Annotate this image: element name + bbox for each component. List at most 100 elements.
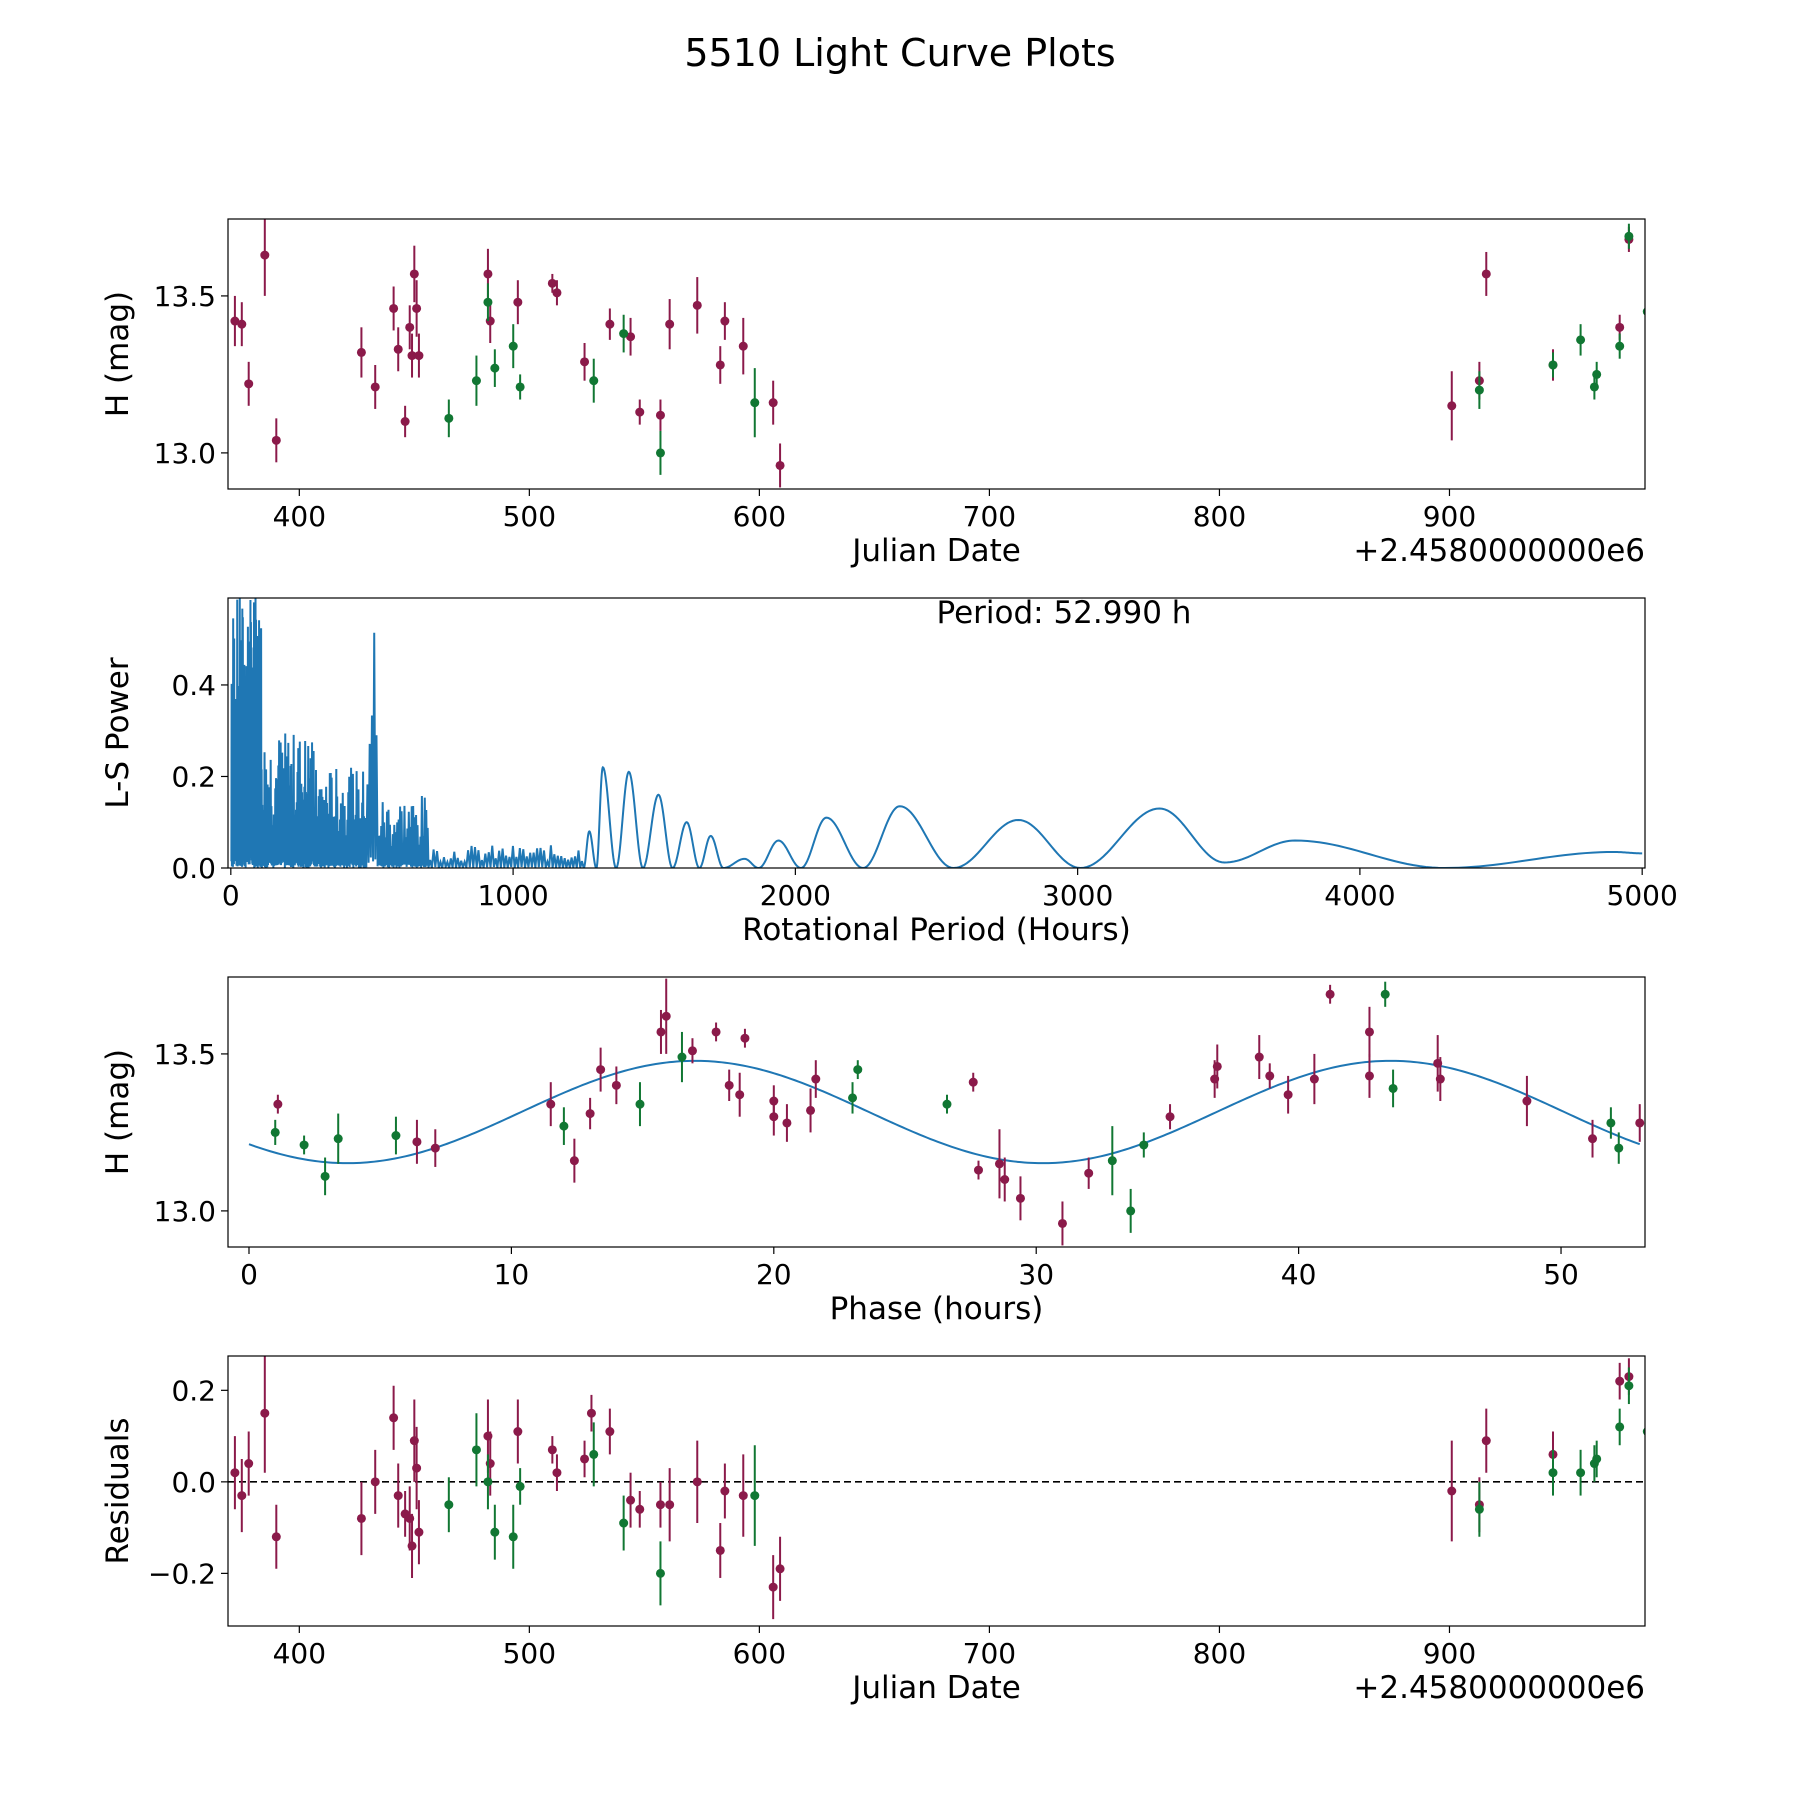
y-tick-label: 13.5 xyxy=(154,1038,216,1071)
y-tick-label: 0.2 xyxy=(171,760,216,793)
residuals-plot-area xyxy=(228,1356,1645,1620)
data-point xyxy=(1364,1071,1374,1081)
data-point xyxy=(471,1445,481,1455)
data-point xyxy=(260,1408,270,1418)
x-tick-label: 700 xyxy=(963,500,1016,533)
data-point xyxy=(1107,1156,1117,1166)
y-tick-label: 13.5 xyxy=(154,280,216,313)
data-point xyxy=(589,376,599,386)
series-r xyxy=(230,219,1634,488)
light-curve-plot-area xyxy=(230,219,1645,488)
data-point xyxy=(1548,1468,1558,1478)
data-point xyxy=(580,1454,590,1464)
data-point xyxy=(626,332,636,342)
axes-frame xyxy=(227,1355,1646,1627)
data-point xyxy=(356,347,366,357)
data-point xyxy=(775,1564,785,1574)
period-annotation: Period: 52.990 h xyxy=(937,595,1192,631)
data-point xyxy=(393,1491,403,1501)
x-axis-label: Julian Date xyxy=(850,533,1021,569)
data-point xyxy=(586,1408,596,1418)
data-point xyxy=(720,316,730,326)
x-tick-label: 40 xyxy=(1281,1258,1317,1291)
data-point xyxy=(715,1545,725,1555)
data-point xyxy=(1615,1376,1625,1386)
data-point xyxy=(1325,989,1335,999)
data-point xyxy=(806,1105,816,1115)
data-point xyxy=(692,1477,702,1487)
series-g xyxy=(444,1367,1645,1606)
data-point xyxy=(569,1156,579,1166)
fit-curve xyxy=(248,1059,1641,1165)
data-point xyxy=(692,300,702,310)
data-point xyxy=(513,297,523,307)
data-point xyxy=(782,1118,792,1128)
data-point xyxy=(409,269,419,279)
data-point xyxy=(769,1112,779,1122)
data-point xyxy=(619,329,629,339)
data-point xyxy=(1624,231,1634,241)
x-tick-label: 600 xyxy=(733,500,786,533)
data-point xyxy=(968,1077,978,1087)
data-point xyxy=(407,1541,417,1551)
x-tick-label: 1000 xyxy=(477,879,548,912)
data-point xyxy=(444,1500,454,1510)
data-point xyxy=(994,1159,1004,1169)
data-point xyxy=(1057,1218,1067,1228)
data-point xyxy=(735,1090,745,1100)
data-point xyxy=(271,1532,281,1542)
data-point xyxy=(655,410,665,420)
data-point xyxy=(580,357,590,367)
data-point xyxy=(1624,1381,1634,1391)
data-point xyxy=(942,1099,952,1109)
periodogram-plot-area xyxy=(230,598,1643,868)
data-point xyxy=(715,360,725,370)
data-point xyxy=(619,1518,629,1528)
x-tick-label: 5000 xyxy=(1607,879,1678,912)
y-axis-label: H (mag) xyxy=(100,291,136,417)
data-point xyxy=(589,1449,599,1459)
x-offset-label: +2.4580000000e6 xyxy=(1353,533,1645,569)
data-point xyxy=(665,319,675,329)
data-point xyxy=(1474,1504,1484,1514)
data-point xyxy=(490,1527,500,1537)
data-point xyxy=(508,341,518,351)
y-axis-label: H (mag) xyxy=(100,1049,136,1175)
data-point xyxy=(552,1468,562,1478)
data-point xyxy=(1522,1096,1532,1106)
y-tick-label: 0.4 xyxy=(171,669,216,702)
data-point xyxy=(1588,1134,1598,1144)
data-point xyxy=(1481,269,1491,279)
x-tick-label: 600 xyxy=(733,1637,786,1670)
data-point xyxy=(393,344,403,354)
data-point xyxy=(1606,1118,1616,1128)
data-point xyxy=(635,1504,645,1514)
data-point xyxy=(389,303,399,313)
data-point xyxy=(750,1491,760,1501)
data-point xyxy=(444,413,454,423)
data-point xyxy=(237,319,247,329)
x-tick-label: 800 xyxy=(1193,500,1246,533)
data-point xyxy=(1635,1118,1645,1128)
residuals-panel: 400 500 600 700 800 900 −0.2 0.0 0.2 Julian Date R… xyxy=(100,1355,1646,1706)
x-axis-label: Julian Date xyxy=(850,1670,1021,1706)
data-point xyxy=(244,1459,254,1469)
data-point xyxy=(370,1477,380,1487)
figure-title: 5510 Light Curve Plots xyxy=(684,31,1115,75)
data-point xyxy=(973,1165,983,1175)
data-point xyxy=(848,1093,858,1103)
x-tick-label: 30 xyxy=(1018,1258,1054,1291)
data-point xyxy=(412,1137,422,1147)
data-point xyxy=(273,1099,283,1109)
data-point xyxy=(513,1427,523,1437)
x-offset-label: +2.4580000000e6 xyxy=(1353,1670,1645,1706)
light-curve-panel: 400 500 600 700 800 900 13.0 13.5 Julian Date H (… xyxy=(100,218,1646,569)
data-point xyxy=(738,341,748,351)
x-tick-label: 10 xyxy=(494,1258,530,1291)
x-tick-label: 50 xyxy=(1543,1258,1579,1291)
series-g xyxy=(444,223,1645,475)
data-point xyxy=(412,303,422,313)
data-point xyxy=(1481,1436,1491,1446)
data-point xyxy=(391,1131,401,1141)
